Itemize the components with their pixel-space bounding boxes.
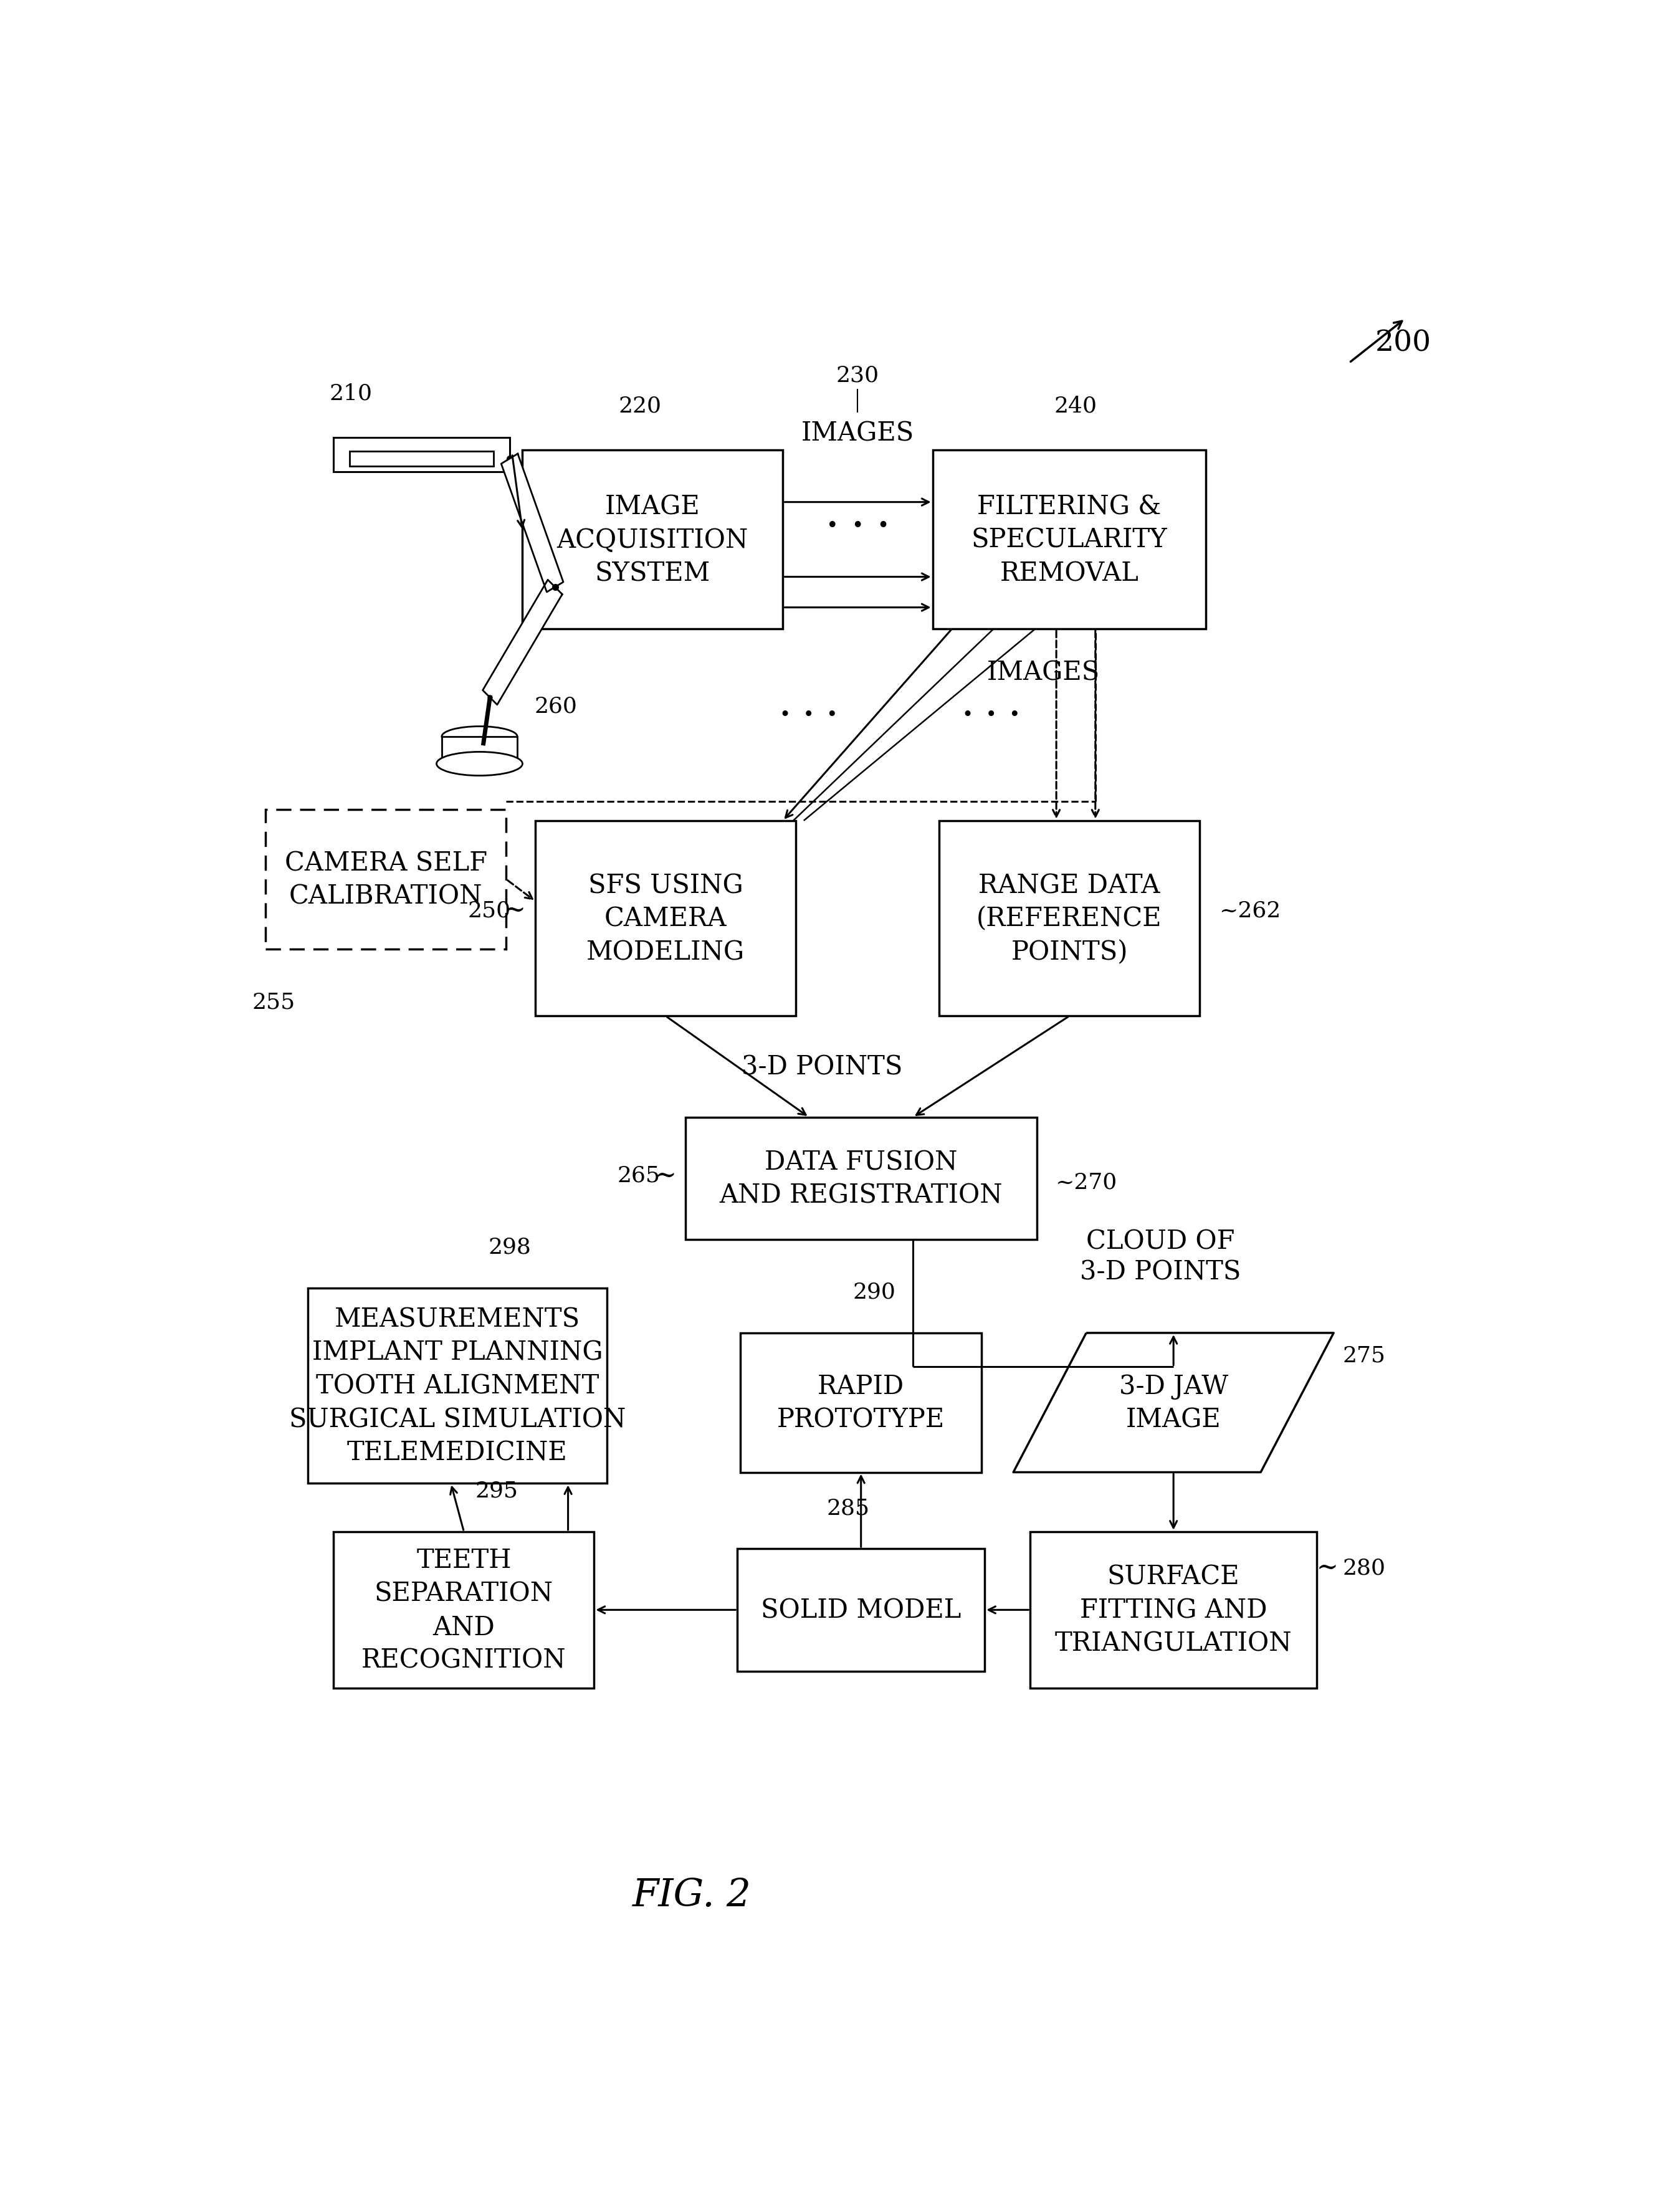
Text: CLOUD OF
3-D POINTS: CLOUD OF 3-D POINTS [1080, 1229, 1242, 1284]
Text: 285: 285 [827, 1498, 870, 1518]
Text: FIG. 2: FIG. 2 [632, 1877, 751, 1915]
Text: RANGE DATA
(REFERENCE
POINTS): RANGE DATA (REFERENCE POINTS) [976, 871, 1163, 966]
Text: 220: 220 [618, 395, 662, 417]
Text: 290: 290 [852, 1282, 895, 1302]
Bar [738, 1549, 984, 1672]
Bar [1030, 1531, 1317, 1688]
Bar [334, 1531, 595, 1688]
Text: 260: 260 [534, 695, 578, 717]
Text: ~262: ~262 [1220, 900, 1280, 920]
Text: 230: 230 [837, 364, 879, 386]
Ellipse shape [442, 726, 517, 748]
Text: 298: 298 [487, 1235, 531, 1257]
Bar [349, 452, 494, 468]
Text: •  •  •: • • • [963, 706, 1020, 724]
Text: IMAGES: IMAGES [801, 419, 914, 446]
Bar [307, 1288, 606, 1482]
Bar [939, 821, 1200, 1017]
Bar [536, 821, 796, 1017]
Bar [265, 810, 506, 949]
Ellipse shape [437, 752, 522, 777]
Polygon shape [482, 580, 563, 706]
Text: •  •  •: • • • [827, 516, 889, 536]
Text: 240: 240 [1055, 395, 1097, 417]
Text: RAPID
PROTOTYPE: RAPID PROTOTYPE [778, 1372, 944, 1432]
Text: 265: 265 [618, 1165, 660, 1187]
Text: •  •  •: • • • [780, 706, 838, 724]
Text: IMAGES: IMAGES [986, 660, 1100, 686]
Text: ~270: ~270 [1055, 1171, 1117, 1193]
Text: 210: 210 [329, 384, 371, 404]
Text: TEETH
SEPARATION
AND
RECOGNITION: TEETH SEPARATION AND RECOGNITION [361, 1546, 566, 1672]
Text: 255: 255 [252, 993, 296, 1013]
Bar [685, 1118, 1037, 1240]
Text: FILTERING &
SPECULARITY
REMOVAL: FILTERING & SPECULARITY REMOVAL [971, 494, 1168, 587]
Bar [932, 450, 1206, 629]
Text: 275: 275 [1342, 1346, 1386, 1366]
Text: IMAGE
ACQUISITION
SYSTEM: IMAGE ACQUISITION SYSTEM [556, 494, 749, 587]
Bar [522, 450, 783, 629]
Text: 200: 200 [1376, 329, 1431, 357]
Text: ~: ~ [1315, 1555, 1337, 1582]
Text: DATA FUSION
AND REGISTRATION: DATA FUSION AND REGISTRATION [719, 1149, 1003, 1209]
Text: MEASUREMENTS
IMPLANT PLANNING
TOOTH ALIGNMENT
SURGICAL SIMULATION
TELEMEDICINE: MEASUREMENTS IMPLANT PLANNING TOOTH ALIG… [289, 1306, 625, 1465]
Bar [442, 737, 517, 763]
Text: CAMERA SELF
CALIBRATION: CAMERA SELF CALIBRATION [284, 849, 487, 909]
Text: 295: 295 [475, 1480, 517, 1502]
Text: ~: ~ [655, 1163, 677, 1189]
Text: SFS USING
CAMERA
MODELING: SFS USING CAMERA MODELING [586, 871, 744, 966]
Text: 3-D JAW
IMAGE: 3-D JAW IMAGE [1119, 1372, 1228, 1432]
Text: SOLID MODEL: SOLID MODEL [761, 1597, 961, 1624]
Text: 3-D POINTS: 3-D POINTS [741, 1054, 902, 1081]
Text: ~: ~ [504, 898, 526, 924]
Bar [334, 439, 509, 472]
Polygon shape [501, 454, 563, 593]
Text: 250: 250 [467, 900, 511, 920]
Bar [741, 1332, 981, 1471]
Text: 280: 280 [1342, 1557, 1386, 1577]
Text: SURFACE
FITTING AND
TRIANGULATION: SURFACE FITTING AND TRIANGULATION [1055, 1564, 1292, 1657]
